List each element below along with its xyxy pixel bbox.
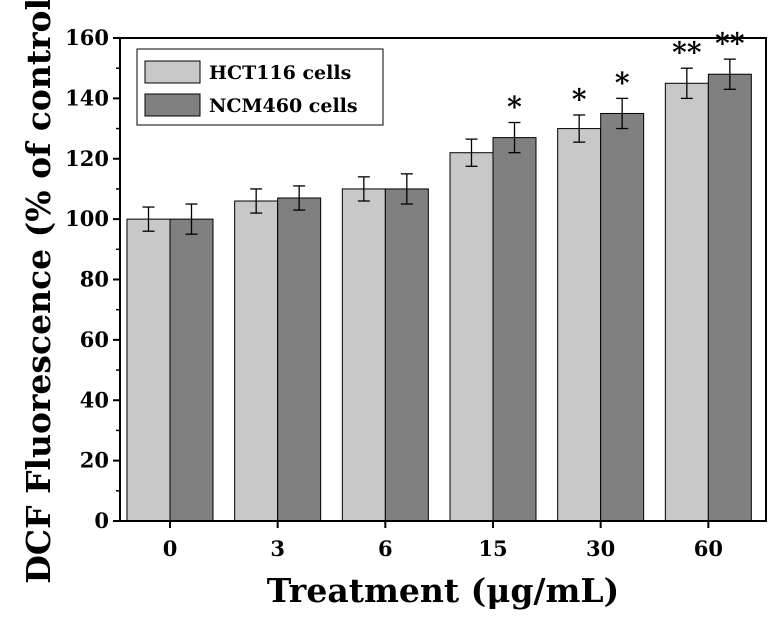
legend: HCT116 cells NCM460 cells (136, 48, 384, 126)
axes-layer: 0 20 40 60 80 100 120 140 160 0 3 6 15 30 60 (65, 25, 767, 561)
y-tick-label: 60 (80, 327, 109, 352)
bar (234, 200, 279, 522)
significance-label: ** (672, 36, 702, 69)
legend-label: HCT116 cells (209, 62, 351, 84)
bar (126, 218, 171, 522)
significance-label: * (572, 83, 587, 116)
y-tick-label: 140 (65, 85, 109, 110)
bar (341, 188, 386, 522)
bar (600, 112, 645, 522)
bar (384, 188, 429, 522)
x-tick-label: 3 (270, 536, 285, 561)
x-axis-label: Treatment (μg/mL) (267, 571, 619, 610)
significance-label: * (615, 66, 630, 99)
y-tick-label: 80 (80, 267, 109, 292)
bar (707, 73, 752, 522)
significance-label: * (507, 91, 522, 124)
bar (169, 218, 214, 522)
bar (449, 152, 494, 522)
y-tick-label: 160 (65, 25, 109, 50)
x-tick-label: 6 (378, 536, 393, 561)
x-tick-label: 0 (163, 536, 178, 561)
y-tick-label: 40 (80, 387, 109, 412)
y-tick-label: 120 (65, 146, 109, 171)
y-tick-label: 100 (65, 206, 109, 231)
x-tick-label: 60 (694, 536, 723, 561)
bar (277, 197, 322, 522)
labels-layer: DCF Fluorescence (% of control) Treatmen… (19, 0, 619, 610)
legend-swatch (144, 93, 201, 117)
bar (557, 128, 602, 522)
bars-layer: * **** ** (126, 27, 752, 522)
significance-label: ** (715, 27, 745, 60)
y-tick-label: 20 (80, 448, 109, 473)
x-tick-label: 30 (586, 536, 615, 561)
bar (492, 137, 537, 522)
y-tick-label: 0 (94, 508, 109, 533)
legend-swatch (144, 60, 201, 84)
y-axis-label: DCF Fluorescence (% of control) (19, 0, 58, 584)
legend-label: NCM460 cells (209, 95, 358, 117)
x-tick-label: 15 (478, 536, 507, 561)
bar (664, 82, 709, 522)
